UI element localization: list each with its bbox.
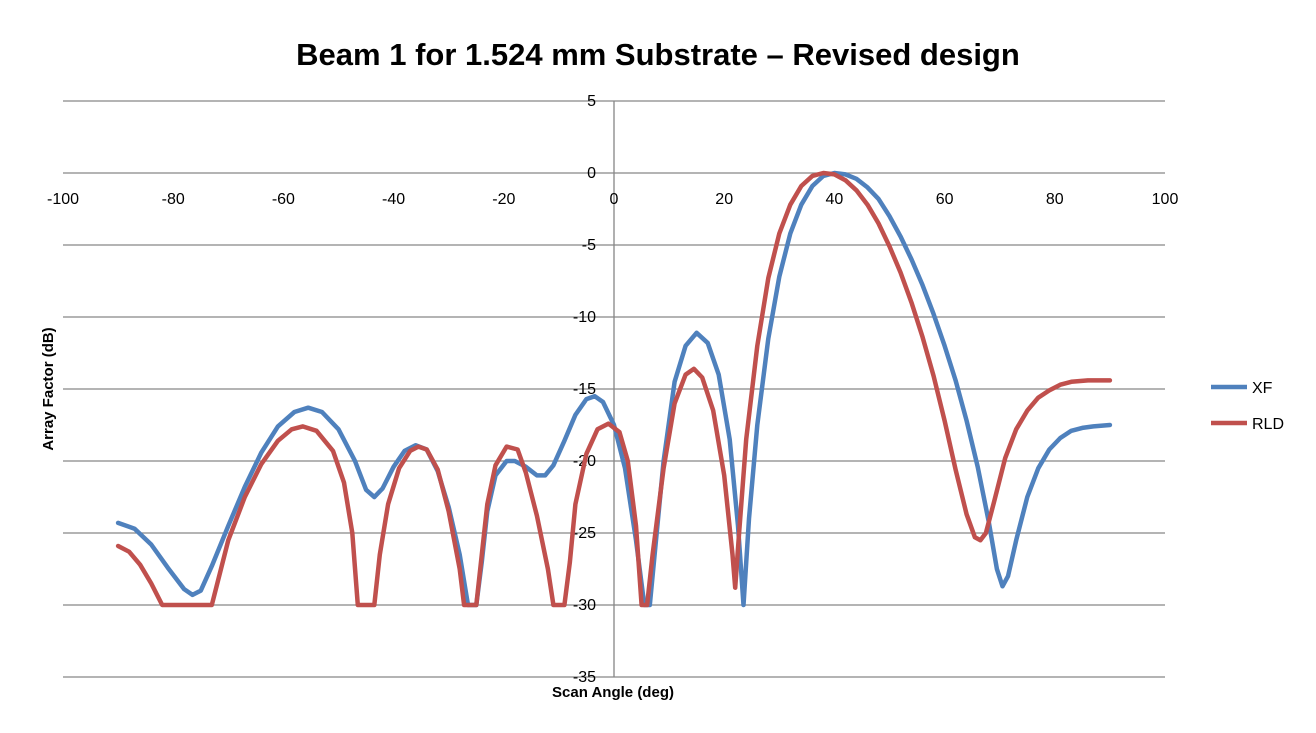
y-tick-label: 5 bbox=[587, 93, 596, 110]
y-tick-label: -25 bbox=[573, 525, 596, 542]
x-tick-label: 0 bbox=[610, 191, 619, 208]
y-tick-label: -15 bbox=[573, 381, 596, 398]
x-tick-label: 60 bbox=[936, 191, 954, 208]
x-tick-label: -60 bbox=[272, 191, 295, 208]
series-lines bbox=[115, 170, 1113, 608]
x-tick-label: -40 bbox=[382, 191, 405, 208]
y-tick-label: -5 bbox=[582, 237, 596, 254]
y-tick-label: -10 bbox=[573, 309, 596, 326]
x-tick-labels: -100 -80 -60 -40 -20 0 20 40 60 80 100 bbox=[47, 191, 1178, 208]
x-tick-label: 40 bbox=[826, 191, 844, 208]
y-tick-labels: 50-5-10-15-20-25-30-35 bbox=[573, 93, 596, 686]
y-tick-label: -35 bbox=[573, 669, 596, 686]
y-axis-title: Array Factor (dB) bbox=[40, 327, 57, 450]
legend-label-rld: RLD bbox=[1252, 416, 1284, 433]
x-tick-label: 100 bbox=[1152, 191, 1179, 208]
x-tick-label: -100 bbox=[47, 191, 79, 208]
legend-label-xf: XF bbox=[1252, 380, 1273, 397]
legend: XF RLD bbox=[1211, 380, 1284, 433]
series-line-rld bbox=[115, 170, 1113, 608]
x-tick-label: 20 bbox=[715, 191, 733, 208]
chart-title: Beam 1 for 1.524 mm Substrate – Revised … bbox=[296, 37, 1020, 72]
x-tick-label: 80 bbox=[1046, 191, 1064, 208]
x-tick-label: -20 bbox=[492, 191, 515, 208]
x-tick-label: -80 bbox=[162, 191, 185, 208]
y-tick-label: -30 bbox=[573, 597, 596, 614]
x-axis-title: Scan Angle (deg) bbox=[552, 684, 674, 701]
y-tick-label: 0 bbox=[587, 165, 596, 182]
